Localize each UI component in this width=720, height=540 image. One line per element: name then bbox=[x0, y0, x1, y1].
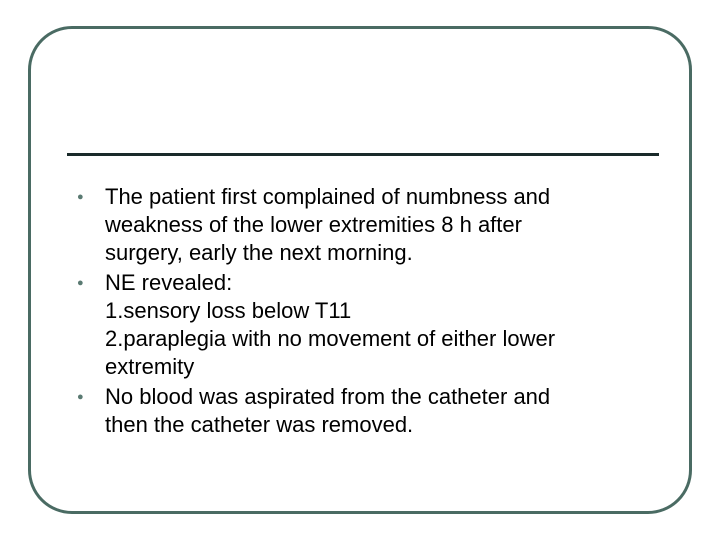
slide-frame: ● The patient first complained of numbne… bbox=[28, 26, 692, 514]
bullet-item: ● NE revealed: 1.sensory loss below T11 … bbox=[71, 269, 661, 381]
bullet-item: ● The patient first complained of numbne… bbox=[71, 183, 661, 267]
text-line: NE revealed: bbox=[105, 269, 661, 297]
text-line: surgery, early the next morning. bbox=[105, 239, 661, 267]
bullet-item: ● No blood was aspirated from the cathet… bbox=[71, 383, 661, 439]
text-line: 2.paraplegia with no movement of either … bbox=[105, 325, 661, 353]
slide-body: ● The patient first complained of numbne… bbox=[71, 183, 661, 441]
bullet-marker-icon: ● bbox=[71, 383, 105, 411]
text-line: The patient first complained of numbness… bbox=[105, 183, 661, 211]
bullet-marker-icon: ● bbox=[71, 269, 105, 297]
text-line: extremity bbox=[105, 353, 661, 381]
text-line: then the catheter was removed. bbox=[105, 411, 661, 439]
text-line: 1.sensory loss below T11 bbox=[105, 297, 661, 325]
title-underline bbox=[67, 153, 659, 156]
bullet-marker-icon: ● bbox=[71, 183, 105, 211]
bullet-text: NE revealed: 1.sensory loss below T11 2.… bbox=[105, 269, 661, 381]
bullet-text: The patient first complained of numbness… bbox=[105, 183, 661, 267]
text-line: weakness of the lower extremities 8 h af… bbox=[105, 211, 661, 239]
text-line: No blood was aspirated from the catheter… bbox=[105, 383, 661, 411]
bullet-text: No blood was aspirated from the catheter… bbox=[105, 383, 661, 439]
